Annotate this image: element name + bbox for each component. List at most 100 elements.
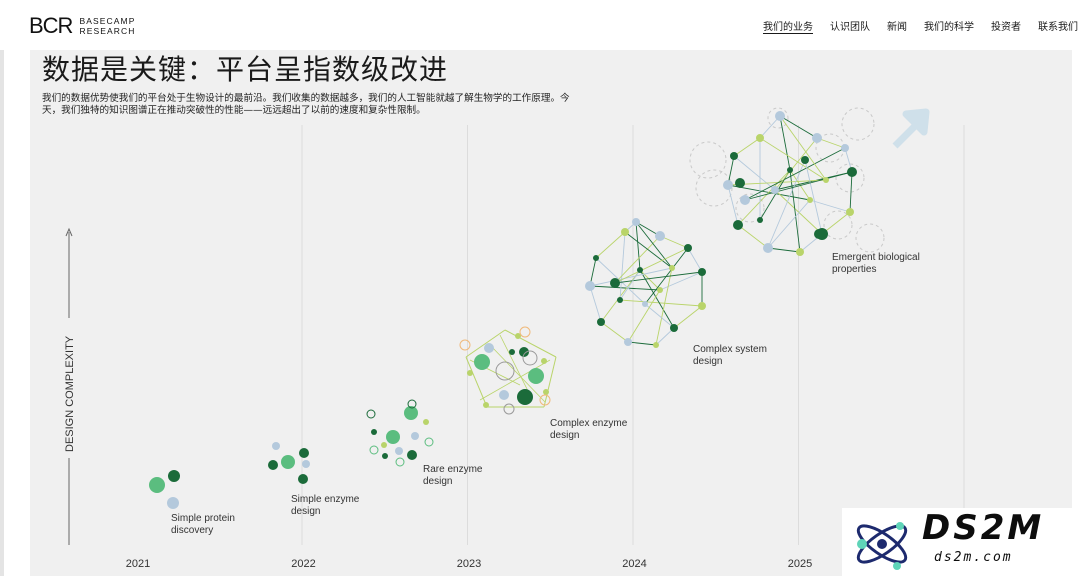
- rare-enzyme-node: [382, 453, 388, 459]
- complex-enzyme-node: [474, 354, 490, 370]
- system-node: [632, 218, 640, 226]
- x-tick-label: 2022: [291, 558, 315, 570]
- system-node: [585, 281, 595, 291]
- network-edge: [655, 267, 673, 346]
- milestone-label: Emergent biological properties: [832, 252, 920, 275]
- nav-news[interactable]: 新闻: [887, 22, 907, 33]
- network-edge: [627, 289, 661, 343]
- network-edge: [659, 271, 703, 291]
- complex-enzyme-node: [517, 389, 533, 405]
- enzyme-node: [298, 474, 308, 484]
- rare-enzyme-node: [411, 432, 419, 440]
- nav-our-business[interactable]: 我们的业务: [763, 22, 813, 33]
- logo-mark: BCR: [29, 13, 73, 38]
- network-edge: [600, 321, 629, 343]
- halo-ring: [767, 107, 789, 129]
- emergent-edge: [767, 159, 806, 249]
- emergent-edge: [737, 169, 791, 226]
- system-node: [655, 231, 665, 241]
- emergent-edge: [744, 147, 846, 201]
- nav-contact[interactable]: 联系我们: [1038, 22, 1078, 33]
- emergent-edge: [774, 137, 818, 191]
- page-title: 数据是关键：平台呈指数级改进: [42, 53, 449, 86]
- network-edge: [595, 257, 646, 305]
- cluster-edge: [489, 344, 546, 403]
- watermark-subtitle: ds2m.com: [934, 550, 1013, 565]
- enzyme-node: [302, 460, 310, 468]
- system-node: [642, 301, 648, 307]
- network-edge: [655, 327, 675, 346]
- complex-enzyme-node: [509, 349, 515, 355]
- rare-enzyme-node: [404, 406, 418, 420]
- rare-enzyme-node: [423, 419, 429, 425]
- cluster-edge: [499, 334, 531, 396]
- complex-enzyme-node: [543, 389, 549, 395]
- emergent-node: [807, 197, 813, 203]
- network-edge: [687, 247, 703, 273]
- atom-logo-icon: [856, 522, 908, 570]
- halo-ring: [823, 210, 853, 240]
- x-tick-label: 2023: [457, 558, 481, 570]
- system-node: [597, 318, 605, 326]
- nav-investors[interactable]: 投资者: [991, 22, 1021, 33]
- complex-enzyme-ring: [539, 394, 551, 406]
- rare-enzyme-node: [407, 450, 417, 460]
- left-edge-strip: [0, 50, 4, 576]
- emergent-edge: [774, 189, 823, 235]
- rare-enzyme-node: [395, 447, 403, 455]
- nav-meet-team[interactable]: 认识团队: [830, 22, 870, 33]
- y-axis-label-gap: [62, 318, 76, 458]
- milestone-label: Simple protein discovery: [171, 513, 235, 536]
- rare-enzyme-ring: [366, 409, 376, 419]
- emergent-node: [787, 167, 793, 173]
- emergent-node: [814, 229, 824, 239]
- emergent-edge: [849, 171, 853, 213]
- emergent-edge: [737, 224, 769, 249]
- network-edge: [614, 247, 689, 284]
- emergent-node: [841, 144, 849, 152]
- complex-enzyme-ring: [459, 339, 471, 351]
- complex-enzyme-node: [519, 347, 529, 357]
- protein-node: [167, 497, 179, 509]
- network-edge: [614, 235, 661, 284]
- network-edge: [624, 231, 673, 269]
- network-edge: [589, 285, 602, 323]
- cluster-edge: [543, 356, 557, 408]
- content-panel: [30, 50, 1072, 576]
- rare-enzyme-ring: [395, 457, 405, 467]
- enzyme-node: [268, 460, 278, 470]
- network-edge: [639, 269, 675, 329]
- network-edge: [619, 299, 703, 307]
- complex-enzyme-node: [541, 358, 547, 364]
- system-node: [653, 342, 659, 348]
- basecamp-research-logo[interactable]: BCR BASECAMP RESEARCH: [29, 13, 136, 39]
- cluster-edge: [465, 356, 488, 408]
- emergent-edge: [779, 115, 818, 139]
- emergent-edge: [804, 159, 823, 235]
- cluster-edge: [479, 359, 551, 401]
- logo-line-1: BASECAMP: [79, 16, 136, 26]
- emergent-edge: [733, 155, 776, 191]
- emergent-edge: [759, 137, 827, 181]
- intro-paragraph: 我们的数据优势使我们的平台处于生物设计的最前沿。我们收集的数据越多，我们的人工智…: [42, 93, 570, 116]
- network-edge: [644, 247, 689, 305]
- emergent-node: [740, 195, 750, 205]
- system-node: [669, 265, 675, 271]
- nav-our-science[interactable]: 我们的科学: [924, 22, 974, 33]
- system-node: [670, 324, 678, 332]
- rare-enzyme-node: [371, 429, 377, 435]
- emergent-edge: [727, 184, 739, 226]
- rare-enzyme-ring: [407, 399, 417, 409]
- halo-ring: [855, 223, 885, 253]
- system-node: [698, 302, 706, 310]
- rare-enzyme-ring: [424, 437, 434, 447]
- emergent-node: [796, 248, 804, 256]
- emergent-edge: [767, 247, 801, 253]
- emergent-node: [823, 177, 829, 183]
- complex-enzyme-node: [499, 390, 509, 400]
- emergent-node: [730, 152, 738, 160]
- network-edge: [644, 303, 675, 329]
- system-node: [624, 338, 632, 346]
- system-node: [593, 255, 599, 261]
